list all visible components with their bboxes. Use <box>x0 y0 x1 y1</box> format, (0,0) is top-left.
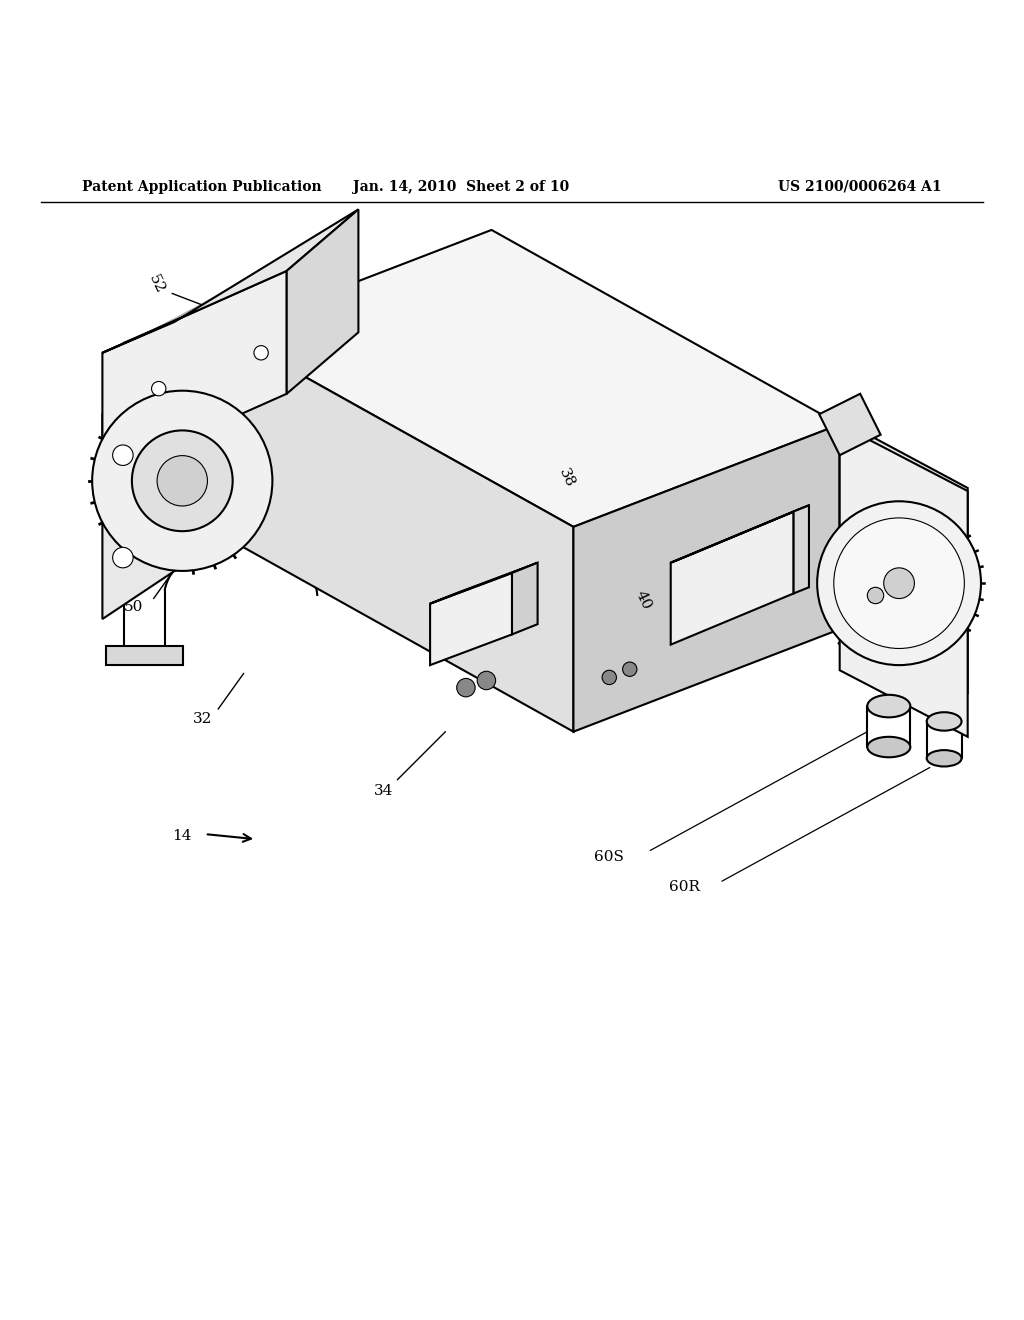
Text: 14: 14 <box>172 829 193 843</box>
Circle shape <box>132 430 232 531</box>
Text: 40: 40 <box>633 589 653 612</box>
Circle shape <box>457 678 475 697</box>
Polygon shape <box>840 425 968 737</box>
Polygon shape <box>225 230 840 527</box>
Circle shape <box>884 568 914 598</box>
Text: 52: 52 <box>146 272 167 296</box>
Polygon shape <box>102 210 358 352</box>
Circle shape <box>602 671 616 685</box>
Polygon shape <box>671 512 794 644</box>
Circle shape <box>157 455 208 506</box>
Circle shape <box>623 663 637 676</box>
Polygon shape <box>102 271 287 475</box>
Circle shape <box>254 346 268 360</box>
Polygon shape <box>430 573 512 665</box>
Polygon shape <box>105 647 183 664</box>
Circle shape <box>817 502 981 665</box>
Circle shape <box>152 381 166 396</box>
Text: 32: 32 <box>194 713 212 726</box>
Text: 34: 34 <box>375 784 393 799</box>
Polygon shape <box>671 506 809 562</box>
Text: FIG-2: FIG-2 <box>676 533 799 572</box>
Polygon shape <box>102 333 225 619</box>
Polygon shape <box>794 506 809 594</box>
Circle shape <box>834 517 965 648</box>
Text: US 2100/0006264 A1: US 2100/0006264 A1 <box>778 180 942 194</box>
Circle shape <box>867 587 884 603</box>
Polygon shape <box>840 420 968 693</box>
Ellipse shape <box>867 737 910 758</box>
Text: Patent Application Publication: Patent Application Publication <box>82 180 322 194</box>
Polygon shape <box>225 333 573 731</box>
Polygon shape <box>512 562 538 635</box>
Text: 38: 38 <box>556 466 577 490</box>
Ellipse shape <box>867 694 910 717</box>
Circle shape <box>477 672 496 689</box>
Ellipse shape <box>927 713 962 731</box>
Polygon shape <box>287 210 358 393</box>
Text: 60R: 60R <box>669 880 699 895</box>
Text: Jan. 14, 2010  Sheet 2 of 10: Jan. 14, 2010 Sheet 2 of 10 <box>352 180 569 194</box>
Circle shape <box>113 445 133 466</box>
Polygon shape <box>573 425 840 731</box>
Polygon shape <box>430 562 538 603</box>
Text: 60S: 60S <box>594 850 625 863</box>
Circle shape <box>113 548 133 568</box>
Ellipse shape <box>927 750 962 767</box>
Circle shape <box>92 391 272 572</box>
Text: 50: 50 <box>124 599 142 614</box>
Polygon shape <box>819 393 881 455</box>
